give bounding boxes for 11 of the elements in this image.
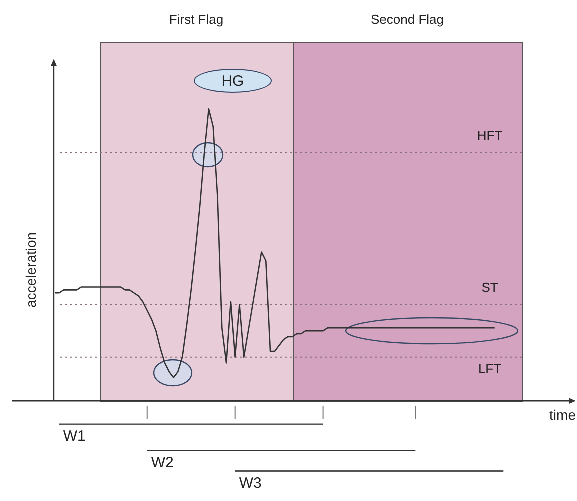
series-label: W1 — [63, 428, 86, 446]
series-label: W3 — [239, 474, 262, 492]
ref-line-label: HFT — [477, 128, 503, 144]
ref-line-label: LFT — [478, 361, 502, 376]
y-axis-title: acceleration — [22, 232, 39, 308]
x-axis-title: time — [550, 407, 576, 424]
text: Second Flag — [371, 12, 444, 27]
text: First Flag — [169, 12, 224, 27]
text: HG — [194, 69, 272, 94]
ref-line-label: ST — [482, 280, 498, 295]
series-label: W2 — [151, 454, 174, 472]
